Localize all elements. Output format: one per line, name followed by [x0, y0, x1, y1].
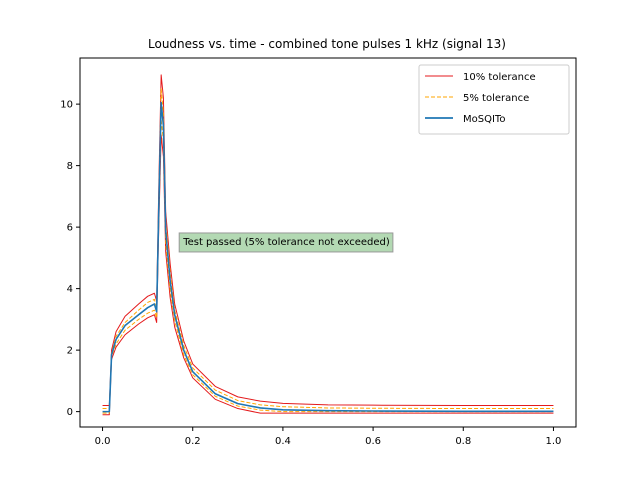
legend-label-mosqito: MoSQITo	[463, 114, 505, 125]
x-tick-label: 0.4	[275, 436, 291, 447]
legend-box	[418, 64, 570, 135]
y-tick-label: 4	[67, 284, 73, 295]
annotation-box	[178, 232, 394, 253]
x-tick-label: 0.0	[95, 436, 111, 447]
axes: 0.0 0.2 0.4 0.6 0.8 1.0 0 2 4 6 8 10	[60, 57, 577, 447]
series-mosqito-line	[102, 101, 554, 413]
y-tick-label: 8	[67, 161, 73, 172]
x-tick-label: 0.2	[185, 436, 201, 447]
legend-label-10-tolerance: 10% tolerance	[463, 72, 536, 83]
y-tick-label: 2	[67, 346, 73, 357]
plot-area	[102, 74, 554, 416]
legend-label-5-tolerance: 5% tolerance	[463, 93, 529, 104]
x-tick-label: 0.8	[455, 436, 471, 447]
legend: 10% tolerance 5% tolerance MoSQITo	[418, 64, 570, 135]
series-5-tolerance-lower	[102, 119, 554, 414]
y-tick-label: 10	[60, 100, 73, 111]
annotation: Test passed (5% tolerance not exceeded)	[178, 232, 394, 253]
axes-frame	[79, 57, 577, 428]
x-tick-label: 0.6	[365, 436, 381, 447]
x-tick-label: 1.0	[546, 436, 562, 447]
annotation-text: Test passed (5% tolerance not exceeded)	[182, 237, 390, 248]
y-tick-label: 0	[67, 407, 73, 418]
y-tick-label: 6	[67, 223, 73, 234]
chart-title: Loudness vs. time - combined tone pulses…	[148, 37, 506, 51]
